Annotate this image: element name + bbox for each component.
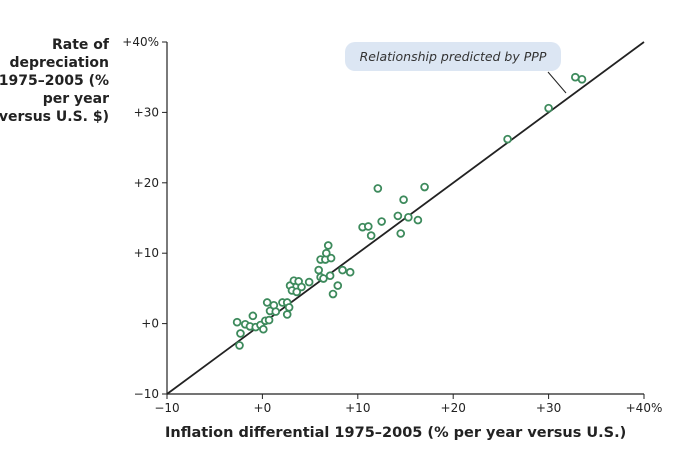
- y-tick-label: +10: [134, 246, 159, 260]
- data-point: [236, 329, 245, 338]
- ppp-annotation: Relationship predicted by PPP: [345, 42, 561, 71]
- data-point: [328, 289, 338, 299]
- data-point: [262, 298, 272, 307]
- y-tick-label: −10: [134, 387, 159, 401]
- annotation-pointer: [547, 71, 567, 94]
- data-point: [420, 182, 429, 192]
- data-point: [264, 315, 274, 325]
- data-point: [413, 215, 423, 225]
- data-point: [323, 241, 333, 250]
- y-tick-label: +20: [134, 176, 159, 190]
- data-point: [373, 184, 383, 193]
- data-point: [326, 253, 336, 263]
- x-tick-label: −10: [154, 401, 179, 415]
- x-tick-label: +0: [254, 401, 272, 415]
- data-point: [304, 277, 314, 287]
- data-point: [271, 307, 281, 316]
- y-tick-label: +40%: [122, 35, 159, 49]
- x-tick-label: +40%: [626, 401, 663, 415]
- data-point: [544, 103, 553, 113]
- data-point: [503, 134, 512, 144]
- data-point: [377, 217, 386, 226]
- y-axis-label: Rate of depreciation 1975–2005 (% per ye…: [0, 37, 109, 125]
- y-tick-label: +30: [134, 105, 159, 119]
- data-point: [282, 310, 292, 319]
- data-point: [235, 341, 244, 350]
- data-point: [577, 75, 587, 84]
- data-point: [399, 195, 408, 204]
- data-point: [314, 265, 323, 275]
- data-point: [393, 211, 403, 221]
- x-tick-label: +20: [441, 401, 466, 415]
- data-point: [322, 248, 331, 258]
- x-tick-label: +10: [345, 401, 370, 415]
- data-point: [396, 229, 406, 238]
- data-point: [319, 274, 328, 283]
- data-point: [284, 303, 294, 312]
- data-point: [325, 271, 335, 281]
- data-point: [404, 212, 413, 222]
- data-point: [571, 72, 580, 82]
- data-point: [345, 267, 355, 277]
- x-axis-label: Inflation differential 1975–2005 (% per …: [165, 425, 627, 441]
- x-tick-label: +30: [536, 401, 561, 415]
- data-point: [366, 231, 376, 240]
- data-point: [248, 311, 258, 321]
- data-point: [333, 281, 343, 290]
- data-point: [292, 287, 302, 297]
- data-point: [363, 222, 373, 231]
- data-point: [338, 265, 347, 275]
- data-point: [297, 282, 306, 292]
- data-point: [259, 324, 268, 334]
- data-point: [232, 317, 242, 327]
- y-tick-label: +0: [141, 317, 159, 331]
